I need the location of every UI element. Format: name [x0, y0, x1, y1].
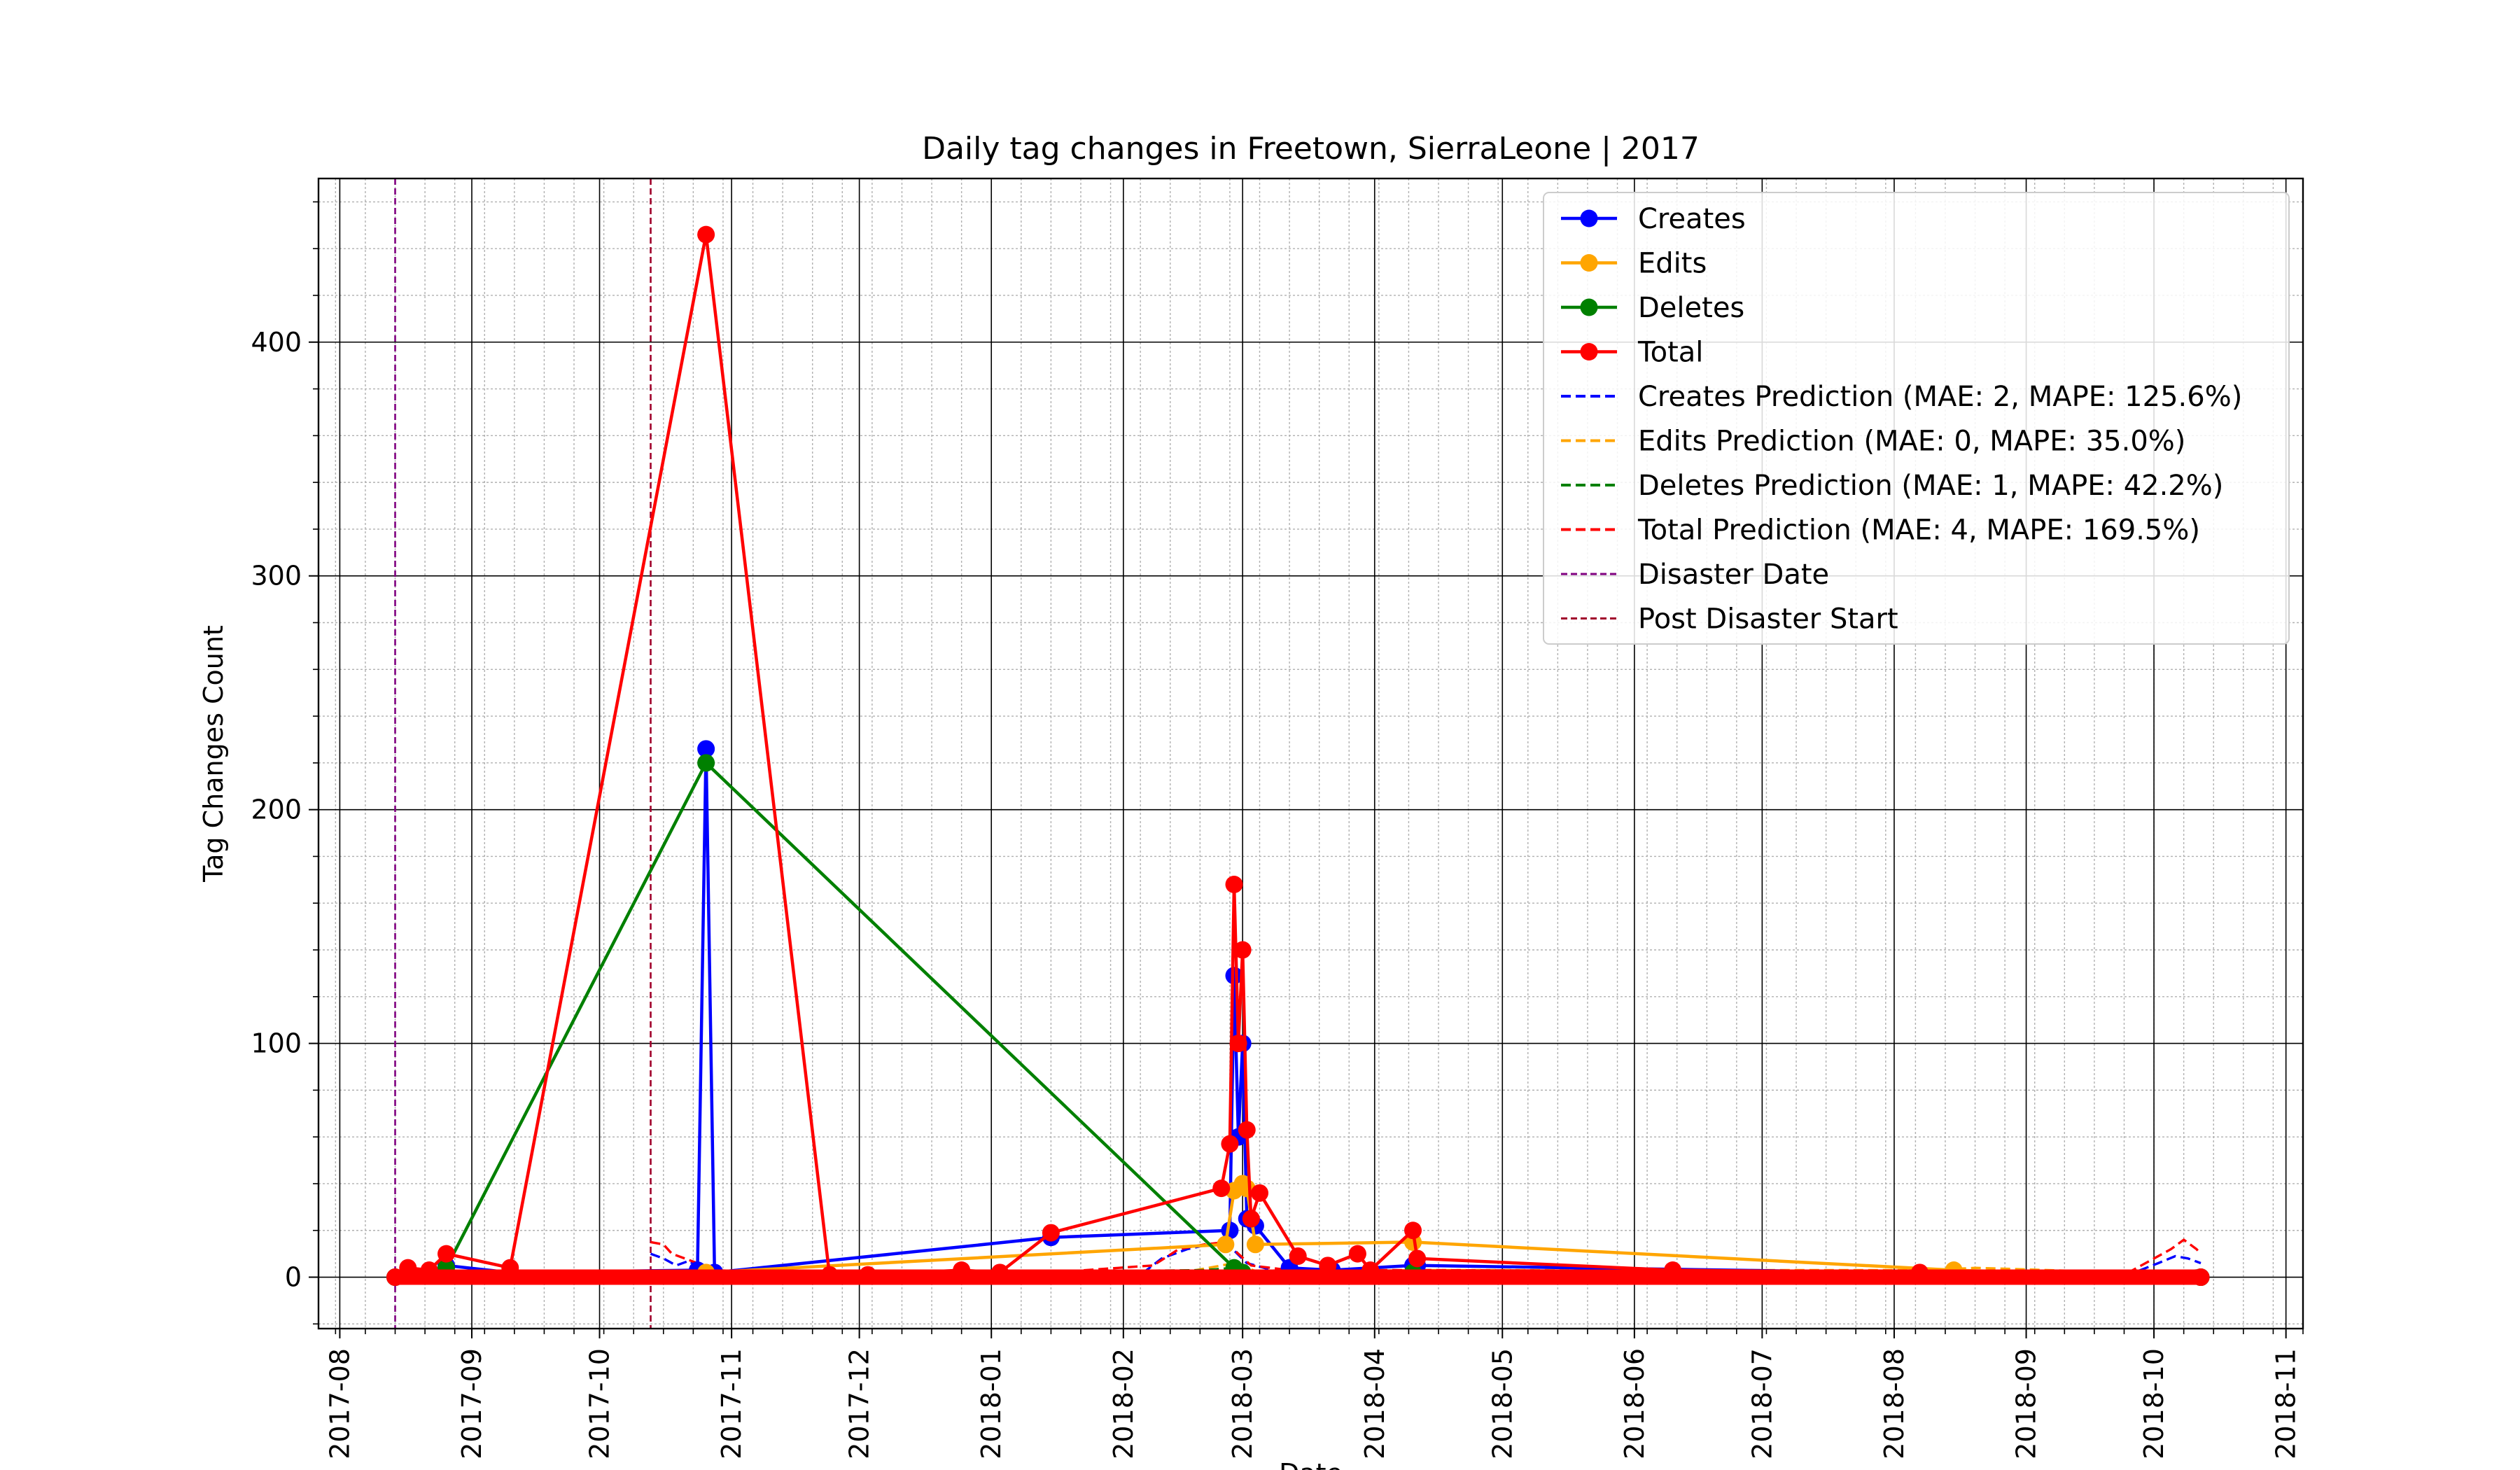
x-tick-label: 2018-02 — [1108, 1348, 1139, 1460]
x-tick-label: 2018-01 — [976, 1348, 1007, 1460]
data-point — [1217, 1236, 1235, 1254]
x-tick-label: 2018-08 — [1879, 1348, 1910, 1460]
data-point — [1404, 1222, 1422, 1240]
legend-label: Total — [1637, 337, 1703, 369]
x-tick-label: 2018-11 — [2271, 1348, 2302, 1460]
data-point — [438, 1245, 456, 1263]
data-point — [1910, 1264, 1928, 1282]
data-point — [1212, 1180, 1231, 1198]
legend-label: Creates — [1638, 203, 1746, 235]
event-lines — [394, 178, 652, 1329]
y-tick-label: 400 — [251, 327, 302, 358]
legend-label: Deletes — [1638, 292, 1744, 324]
x-tick-label: 2018-03 — [1227, 1348, 1258, 1460]
data-point — [1408, 1250, 1427, 1268]
x-tick-label: 2018-07 — [1746, 1348, 1777, 1460]
data-point — [697, 754, 715, 772]
data-point — [697, 740, 715, 758]
series-line — [394, 747, 2202, 1279]
data-point — [2192, 1268, 2210, 1287]
data-point — [990, 1264, 1009, 1282]
y-axis: 0 100 200 300 400 — [251, 201, 318, 1325]
x-tick-label: 2018-09 — [2011, 1348, 2042, 1460]
x-tick-label: 2017-09 — [456, 1348, 487, 1460]
series-line — [395, 761, 2202, 1279]
legend-label: Total Prediction (MAE: 4, MAPE: 169.5%) — [1637, 514, 2200, 547]
x-axis-label: Date — [1279, 1458, 1343, 1470]
x-tick-label: 2018-04 — [1359, 1348, 1390, 1460]
data-point — [1238, 1121, 1256, 1139]
data-point — [1242, 1210, 1260, 1228]
x-tick-label: 2018-05 — [1487, 1348, 1518, 1460]
data-point — [1289, 1247, 1307, 1265]
data-point — [859, 1266, 877, 1284]
series-line — [394, 232, 2202, 1279]
y-tick-label: 100 — [251, 1028, 302, 1059]
data-point — [1221, 1222, 1239, 1240]
x-tick-label: 2017-12 — [844, 1348, 875, 1460]
y-tick-label: 300 — [251, 561, 302, 592]
x-tick-label: 2017-10 — [584, 1348, 615, 1460]
data-point — [420, 1261, 438, 1280]
data-point — [501, 1259, 519, 1277]
x-tick-label: 2017-11 — [716, 1348, 747, 1460]
legend-label: Post Disaster Start — [1638, 603, 1898, 636]
data-point — [1229, 1035, 1247, 1053]
data-point — [1348, 1245, 1366, 1263]
legend-marker — [1580, 298, 1598, 316]
legend: Creates Edits Deletes Total Creates Predicti… — [1543, 192, 2290, 645]
chart-title: Daily tag changes in Freetown, SierraLeo… — [922, 131, 1700, 167]
data-point — [1233, 941, 1252, 959]
data-point — [386, 1268, 405, 1287]
data-point — [1042, 1224, 1060, 1242]
x-tick-label: 2017-08 — [324, 1348, 355, 1460]
data-point — [399, 1259, 417, 1277]
data-point — [820, 1266, 839, 1284]
legend-marker — [1580, 209, 1598, 227]
x-tick-label: 2018-10 — [2138, 1348, 2169, 1460]
plot-frame — [317, 177, 2304, 1330]
data-point — [953, 1261, 971, 1280]
y-tick-label: 0 — [285, 1262, 302, 1293]
legend-label: Edits — [1638, 248, 1707, 280]
data-point — [1225, 876, 1243, 894]
legend-label: Creates Prediction (MAE: 2, MAPE: 125.6%… — [1638, 381, 2242, 413]
data-point — [1664, 1261, 1682, 1280]
legend-label: Edits Prediction (MAE: 0, MAPE: 35.0%) — [1638, 426, 2185, 458]
series-layer — [386, 225, 2210, 1287]
x-tick-label: 2018-06 — [1619, 1348, 1650, 1460]
legend-label: Deletes Prediction (MAE: 1, MAPE: 42.2%) — [1638, 470, 2223, 502]
legend-marker — [1580, 254, 1598, 272]
y-tick-label: 200 — [251, 794, 302, 825]
data-point — [1246, 1236, 1264, 1254]
legend-marker — [1580, 343, 1598, 360]
legend-label: Disaster Date — [1638, 559, 1829, 591]
data-point — [697, 225, 715, 244]
data-point — [1250, 1184, 1268, 1202]
data-point — [1221, 1135, 1239, 1153]
legend-box — [1543, 192, 2290, 645]
x-axis: 2017-08 2017-09 2017-10 2017-11 2017-12 2018-… — [324, 1329, 2304, 1460]
data-point — [1319, 1256, 1337, 1275]
data-point — [1362, 1261, 1380, 1280]
y-axis-label: Tag Changes Count — [198, 625, 229, 883]
